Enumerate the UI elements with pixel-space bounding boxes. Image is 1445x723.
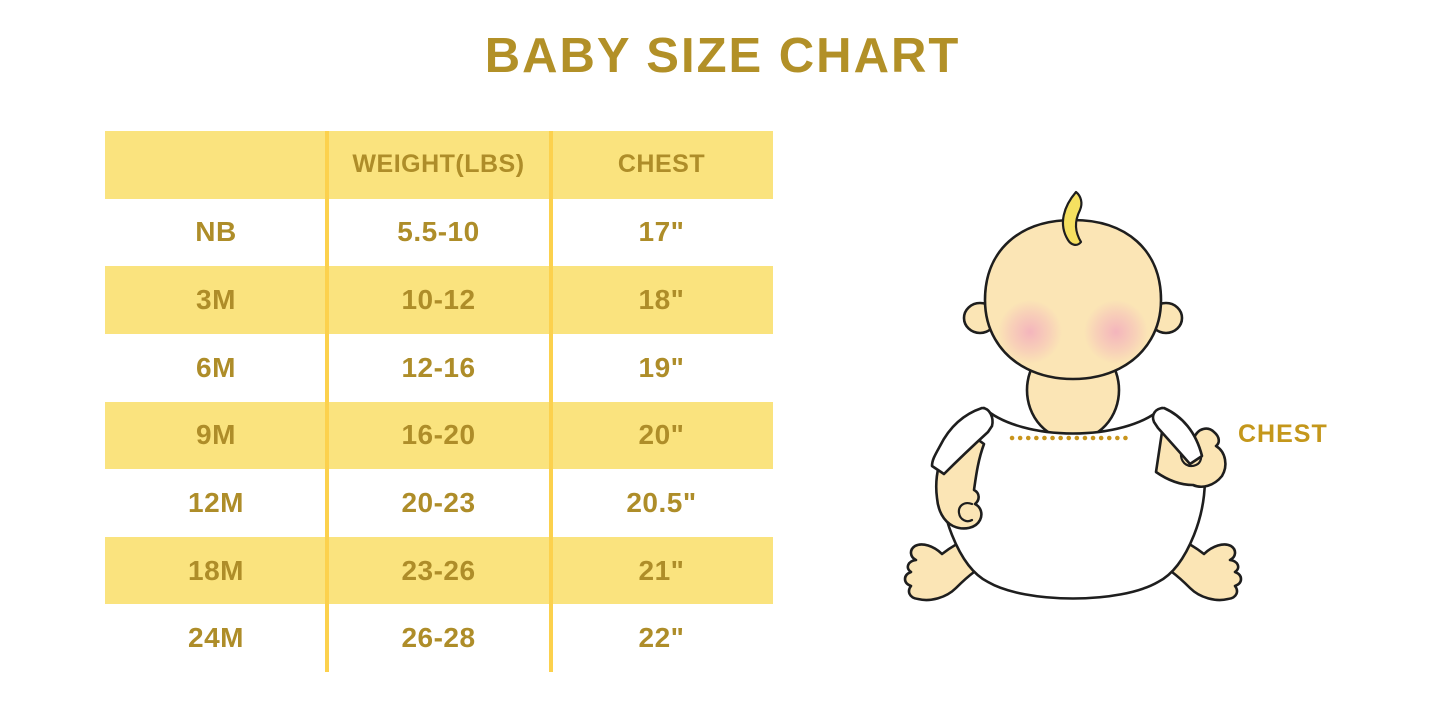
- column-divider: [549, 131, 553, 672]
- table-header-row: WEIGHT(LBS) CHEST: [105, 131, 773, 199]
- table-row: 9M 16-20 20": [105, 401, 773, 470]
- table-row: NB 5.5-10 17": [105, 198, 773, 267]
- cell-weight: 5.5-10: [397, 216, 480, 248]
- table-row: 6M 12-16 19": [105, 333, 773, 402]
- table-row: 12M 20-23 20.5": [105, 469, 773, 537]
- baby-illustration: [903, 190, 1243, 602]
- cell-weight: 16-20: [401, 419, 476, 451]
- cell-weight: 20-23: [401, 486, 476, 518]
- header-cell-chest: CHEST: [617, 150, 706, 179]
- baby-right-sleeve: [1151, 406, 1204, 466]
- cell-weight: 26-28: [401, 622, 476, 654]
- table-row: 24M 26-28 22": [105, 604, 773, 672]
- cell-size: NB: [195, 216, 237, 248]
- cell-weight: 12-16: [401, 351, 476, 383]
- cell-weight: 10-12: [401, 284, 476, 316]
- chest-label: CHEST: [1238, 420, 1328, 448]
- cell-chest: 20.5": [626, 486, 697, 518]
- baby-right-cheek-blush: [1084, 300, 1148, 364]
- header-cell-weight: WEIGHT(LBS): [352, 150, 525, 179]
- cell-size: 6M: [196, 351, 236, 383]
- column-divider: [325, 131, 329, 672]
- cell-chest: 17": [638, 216, 685, 248]
- page-title: BABY SIZE CHART: [484, 29, 961, 83]
- table-row: 3M 10-12 18": [105, 266, 773, 334]
- baby-left-sleeve: [930, 406, 994, 476]
- cell-chest: 20": [638, 419, 685, 451]
- cell-chest: 21": [638, 554, 685, 586]
- cell-size: 9M: [196, 419, 236, 451]
- baby-hair-tuft: [1061, 190, 1083, 246]
- cell-weight: 23-26: [401, 554, 476, 586]
- cell-size: 12M: [188, 486, 244, 518]
- cell-size: 3M: [196, 284, 236, 316]
- cell-chest: 22": [638, 622, 685, 654]
- cell-size: 18M: [188, 554, 244, 586]
- header-cell-size: [105, 131, 327, 199]
- cell-chest: 19": [638, 351, 685, 383]
- baby-left-hand-fingers: [957, 502, 974, 523]
- size-table: WEIGHT(LBS) CHEST NB 5.5-10 17" 3M 10-12…: [105, 131, 773, 672]
- table-row: 18M 23-26 21": [105, 536, 773, 605]
- baby-left-cheek-blush: [998, 300, 1062, 364]
- cell-chest: 18": [638, 284, 685, 316]
- cell-size: 24M: [188, 622, 244, 654]
